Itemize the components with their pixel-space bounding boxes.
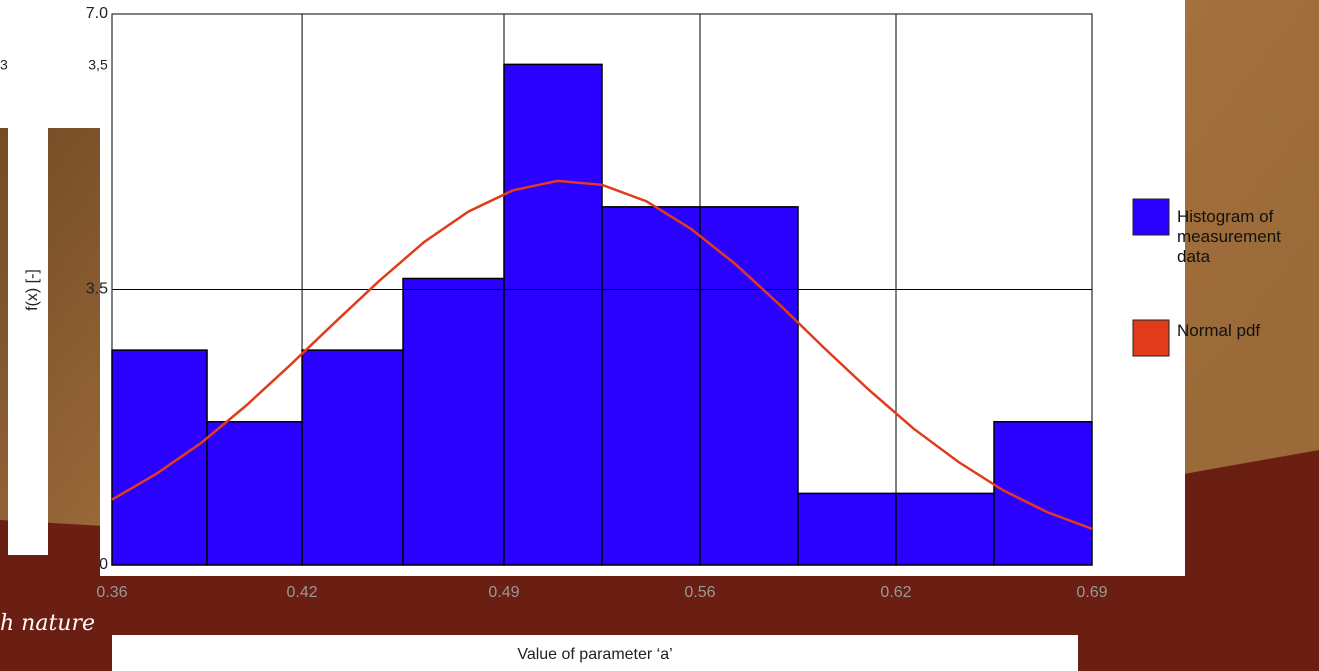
panel (0, 0, 112, 128)
background-text: 3,5 (88, 57, 108, 73)
histogram-bar (503, 63, 603, 566)
histogram-bar (797, 492, 897, 566)
x-tick-label: 0.42 (286, 584, 317, 601)
x-tick-label: 0.56 (684, 584, 715, 601)
legend-label: Normal pdf (1177, 321, 1261, 340)
x-tick-label: 0.49 (488, 584, 519, 601)
y-tick-label: 3.5 (86, 281, 108, 298)
legend-swatch (1132, 198, 1170, 236)
x-tick-label: 0.69 (1076, 584, 1107, 601)
histogram-bar (601, 206, 701, 566)
histogram-bar (301, 349, 404, 566)
legend-label: Histogram of measurement data (1177, 207, 1281, 266)
histogram-bar (206, 420, 303, 566)
histogram-bar (111, 349, 208, 566)
x-axis-label: Value of parameter ‘a’ (517, 646, 672, 663)
x-label-panel (112, 635, 1078, 671)
y-tick-label: 0 (99, 556, 108, 573)
y-tick-label: 7.0 (86, 5, 108, 22)
legend-swatch (1132, 319, 1170, 357)
histogram-bar (699, 206, 799, 566)
x-tick-label: 0.36 (96, 584, 127, 601)
plot-frame (111, 13, 1093, 566)
background-text: h nature (0, 611, 95, 636)
histogram-bar (895, 492, 995, 566)
panel (8, 128, 48, 555)
x-tick-label: 0.62 (880, 584, 911, 601)
pdf-line (111, 179, 1093, 530)
y-axis-label: f(x) [-] (24, 269, 41, 311)
background-text: 3 (0, 57, 8, 73)
histogram-bar (402, 277, 505, 566)
